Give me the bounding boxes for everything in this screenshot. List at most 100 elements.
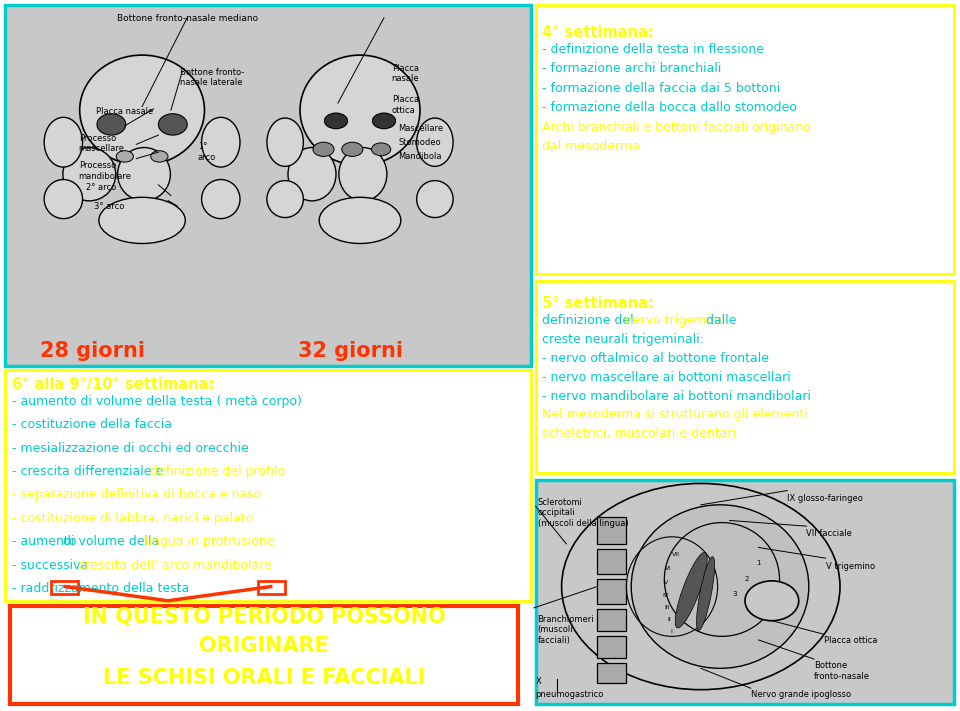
Ellipse shape xyxy=(267,118,303,166)
Ellipse shape xyxy=(300,55,420,166)
Text: Stomodeo: Stomodeo xyxy=(398,138,441,147)
Ellipse shape xyxy=(342,142,363,156)
Text: Branchiomeri
(muscoli
facciali): Branchiomeri (muscoli facciali) xyxy=(538,615,594,645)
Text: Placca ottica: Placca ottica xyxy=(824,636,877,646)
Text: - formazione archi branchiali: - formazione archi branchiali xyxy=(542,62,722,75)
Ellipse shape xyxy=(319,197,401,243)
Text: dalle: dalle xyxy=(702,314,736,327)
FancyBboxPatch shape xyxy=(597,549,626,574)
Ellipse shape xyxy=(202,180,240,219)
FancyBboxPatch shape xyxy=(597,636,626,658)
Text: VII: VII xyxy=(672,552,680,557)
Ellipse shape xyxy=(116,151,133,162)
Ellipse shape xyxy=(117,148,171,201)
Text: Mascellare: Mascellare xyxy=(398,124,444,133)
Text: IX glosso-faringeo: IX glosso-faringeo xyxy=(787,494,863,503)
Ellipse shape xyxy=(158,114,187,135)
Text: Archi branchiali e bottoni facciali originano: Archi branchiali e bottoni facciali orig… xyxy=(542,121,811,134)
Text: ORIGINARE: ORIGINARE xyxy=(199,636,329,656)
Text: - successiva: - successiva xyxy=(12,559,92,572)
Text: - crescita differenziale e: - crescita differenziale e xyxy=(12,465,167,478)
FancyBboxPatch shape xyxy=(597,663,626,683)
Ellipse shape xyxy=(267,181,303,218)
FancyBboxPatch shape xyxy=(536,5,954,274)
Ellipse shape xyxy=(44,117,83,167)
Text: definizione del: definizione del xyxy=(542,314,638,327)
Text: - aumento: - aumento xyxy=(12,535,80,548)
Text: 28 giorni: 28 giorni xyxy=(40,341,145,361)
Text: IV: IV xyxy=(662,593,668,598)
Ellipse shape xyxy=(151,151,168,162)
Text: V trigemino: V trigemino xyxy=(826,562,875,571)
Ellipse shape xyxy=(97,114,126,135)
Text: 3° arco: 3° arco xyxy=(94,202,125,211)
Ellipse shape xyxy=(202,117,240,167)
Text: - definizione della testa in flessione: - definizione della testa in flessione xyxy=(542,43,764,55)
Text: Bottone fronto-nasale mediano: Bottone fronto-nasale mediano xyxy=(116,14,258,23)
Text: Bottone
fronto-nasale: Bottone fronto-nasale xyxy=(814,661,870,680)
Ellipse shape xyxy=(697,557,714,631)
Text: Placca nasale: Placca nasale xyxy=(96,107,154,116)
Text: III: III xyxy=(664,605,670,610)
FancyBboxPatch shape xyxy=(536,480,954,704)
Ellipse shape xyxy=(562,483,840,690)
Text: 1°
arco: 1° arco xyxy=(198,142,216,161)
Text: Sclerotomi
occipitali
(muscoli della lingua): Sclerotomi occipitali (muscoli della lin… xyxy=(538,498,628,528)
Text: nervo trigemino: nervo trigemino xyxy=(625,314,725,327)
FancyBboxPatch shape xyxy=(536,281,954,473)
Text: 4° settimana:: 4° settimana: xyxy=(542,25,655,40)
Ellipse shape xyxy=(99,197,185,243)
Text: X: X xyxy=(536,677,541,686)
Text: pneumogastrico: pneumogastrico xyxy=(536,690,604,699)
Circle shape xyxy=(745,581,799,621)
FancyBboxPatch shape xyxy=(5,5,531,366)
Text: VI: VI xyxy=(665,566,671,571)
Text: 1: 1 xyxy=(756,560,760,566)
Text: Placca
nasale: Placca nasale xyxy=(392,64,420,83)
FancyBboxPatch shape xyxy=(5,370,531,601)
Text: crescita dell’ arco mandibolare: crescita dell’ arco mandibolare xyxy=(79,559,273,572)
Ellipse shape xyxy=(417,118,453,166)
Text: 3: 3 xyxy=(732,591,736,597)
Ellipse shape xyxy=(632,505,808,668)
Text: V: V xyxy=(664,580,668,585)
FancyBboxPatch shape xyxy=(597,517,626,544)
Text: I: I xyxy=(670,629,672,634)
Text: Nel mesoderma si strutturano gli elementi: Nel mesoderma si strutturano gli element… xyxy=(542,408,808,422)
Text: - nervo mandibolare ai bottoni mandibolari: - nervo mandibolare ai bottoni mandibola… xyxy=(542,390,811,402)
Text: di volume della: di volume della xyxy=(63,535,163,548)
Text: scheletrici, muscolari e dentari: scheletrici, muscolari e dentari xyxy=(542,427,736,440)
Text: Mandibola: Mandibola xyxy=(398,152,442,161)
Ellipse shape xyxy=(288,148,336,201)
FancyBboxPatch shape xyxy=(10,606,518,704)
Ellipse shape xyxy=(80,55,204,166)
Text: - nervo mascellare ai bottoni mascellari: - nervo mascellare ai bottoni mascellari xyxy=(542,370,791,384)
Ellipse shape xyxy=(44,180,83,219)
Ellipse shape xyxy=(372,113,396,129)
Ellipse shape xyxy=(324,113,348,129)
Ellipse shape xyxy=(417,181,453,218)
Ellipse shape xyxy=(313,142,334,156)
Text: - raddrizzamento della testa: - raddrizzamento della testa xyxy=(12,582,189,595)
Text: II: II xyxy=(667,616,671,621)
Text: Nervo grande ipoglosso: Nervo grande ipoglosso xyxy=(751,690,851,699)
Text: Processo
mandibolare: Processo mandibolare xyxy=(79,161,132,181)
Text: - costituzione della faccia: - costituzione della faccia xyxy=(12,418,172,431)
Text: - aumento di volume della testa ( metà corpo): - aumento di volume della testa ( metà c… xyxy=(12,395,301,407)
Ellipse shape xyxy=(372,143,391,156)
FancyBboxPatch shape xyxy=(597,609,626,631)
Text: 5° settimana:: 5° settimana: xyxy=(542,296,655,311)
Text: lingua in protrusione: lingua in protrusione xyxy=(145,535,275,548)
Text: creste neurali trigeminali:: creste neurali trigeminali: xyxy=(542,333,705,346)
Text: VII facciale: VII facciale xyxy=(806,529,852,538)
Text: LE SCHISI ORALI E FACCIALI: LE SCHISI ORALI E FACCIALI xyxy=(103,668,425,688)
Text: 6° alla 9°/10° settimana:: 6° alla 9°/10° settimana: xyxy=(12,377,214,392)
Text: definizione del profilo: definizione del profilo xyxy=(150,465,285,478)
Ellipse shape xyxy=(339,148,387,201)
Text: IN QUESTO PERIODO POSSONO: IN QUESTO PERIODO POSSONO xyxy=(83,607,445,627)
Ellipse shape xyxy=(675,552,708,628)
Text: Bottone fronto-
nasale laterale: Bottone fronto- nasale laterale xyxy=(180,68,245,87)
FancyBboxPatch shape xyxy=(597,579,626,604)
Text: 2° arco: 2° arco xyxy=(86,183,117,193)
Text: Placca
ottica: Placca ottica xyxy=(392,95,419,114)
